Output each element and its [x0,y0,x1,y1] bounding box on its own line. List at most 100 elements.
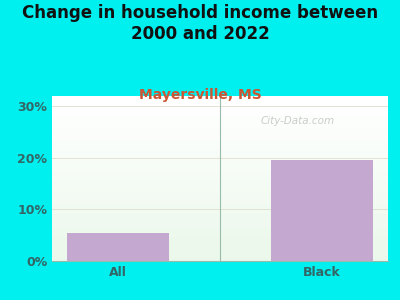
Bar [52,119,388,120]
Bar [52,176,388,177]
Bar [52,218,388,219]
Bar [52,140,388,141]
Bar [52,259,388,260]
Bar [52,182,388,183]
Bar [52,167,388,168]
Bar [52,130,388,131]
Bar [52,148,388,149]
Bar [52,177,388,178]
Bar [52,138,388,139]
Bar [52,251,388,252]
Bar [52,100,388,101]
Bar [52,108,388,109]
Bar [52,126,388,127]
Bar [271,160,373,261]
Bar [52,185,388,186]
Bar [52,139,388,140]
Bar [52,169,388,170]
Bar [52,236,388,237]
Bar [52,123,388,124]
Bar [52,174,388,175]
Bar [52,220,388,221]
Bar [52,199,388,200]
Bar [52,129,388,130]
Bar [52,232,388,233]
Bar [52,180,388,181]
Bar [52,153,388,154]
Text: Change in household income between
2000 and 2022: Change in household income between 2000 … [22,4,378,43]
Bar [52,235,388,236]
Bar [52,165,388,166]
Bar [52,222,388,223]
Bar [52,258,388,259]
Bar [52,175,388,176]
Bar [52,238,388,239]
Bar [52,137,388,138]
Bar [52,122,388,123]
Bar [52,200,388,201]
Bar [52,106,388,107]
Bar [52,171,388,172]
Bar [52,253,388,254]
Bar [52,233,388,234]
Bar [52,103,388,104]
Bar [52,244,388,245]
Bar [52,116,388,117]
Bar [52,192,388,193]
Bar [52,197,388,198]
Bar [52,105,388,106]
Bar [52,152,388,153]
Bar [52,230,388,231]
Bar [52,207,388,208]
Bar [52,97,388,98]
Bar [52,186,388,187]
Bar [52,117,388,118]
Bar [52,127,388,128]
Bar [52,173,388,174]
Bar [52,229,388,230]
Bar [52,216,388,217]
Bar [52,227,388,228]
Bar [52,243,388,244]
Bar [52,133,388,134]
Bar [52,98,388,99]
Bar [52,183,388,184]
Bar [52,178,388,179]
Bar [52,164,388,165]
Bar [52,114,388,115]
Bar [52,248,388,249]
Bar [52,190,388,191]
Bar [52,156,388,157]
Bar [52,194,388,195]
Bar [52,141,388,142]
Bar [52,158,388,159]
Bar [52,128,388,129]
Bar [52,166,388,167]
Bar [52,111,388,112]
Bar [52,250,388,251]
Bar [52,224,388,225]
Bar [52,134,388,135]
Bar [52,239,388,240]
Bar [52,213,388,214]
Bar [52,99,388,100]
Bar [52,212,388,213]
Bar [52,257,388,258]
Bar [52,96,388,97]
Bar [52,143,388,144]
Bar [52,246,388,247]
Bar [52,120,388,121]
Bar [52,225,388,226]
Bar [52,115,388,116]
Bar [52,255,388,256]
Bar [52,161,388,162]
Bar [52,234,388,235]
Bar [52,189,388,190]
Bar [67,232,169,261]
Bar [52,142,388,143]
Bar [52,149,388,150]
Bar [52,254,388,255]
Bar [52,204,388,205]
Bar [52,102,388,103]
Bar [52,211,388,212]
